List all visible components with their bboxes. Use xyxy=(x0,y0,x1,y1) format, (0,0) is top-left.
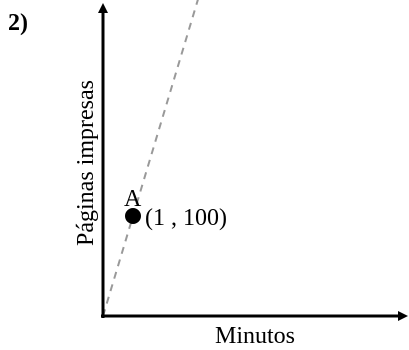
reference-line-0 xyxy=(102,0,199,317)
problem-label: 2) xyxy=(8,10,28,36)
point-coordinate-0: (1 , 100) xyxy=(145,205,227,231)
point-label-0: A xyxy=(124,186,142,212)
point-marker-0 xyxy=(125,208,141,224)
points-layer: A(1 , 100) xyxy=(124,186,227,231)
y-axis-label: Páginas impresas xyxy=(73,80,99,246)
x-axis-label: Minutos xyxy=(215,323,295,349)
series-layer xyxy=(102,0,199,317)
